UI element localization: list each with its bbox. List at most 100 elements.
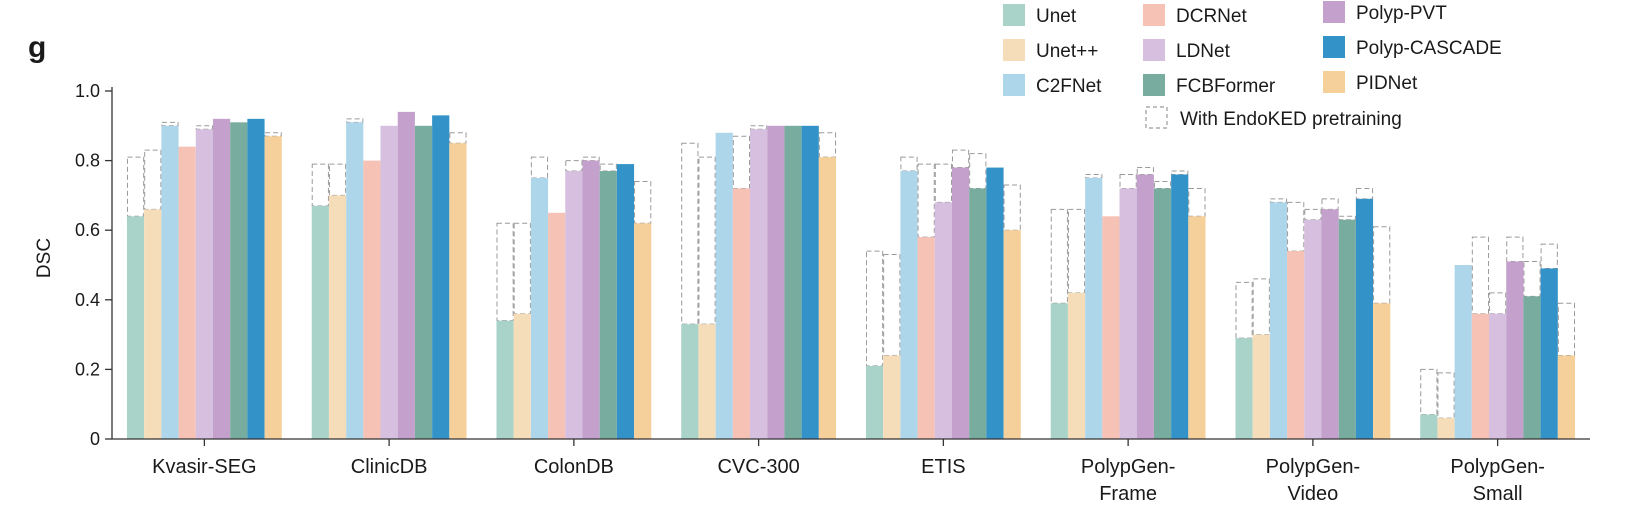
pretrain-bar: [681, 142, 699, 325]
pretrain-bar: [818, 132, 837, 158]
y-tick-label: 0.4: [75, 290, 100, 310]
legend-label: DCRNet: [1176, 6, 1247, 27]
legend-swatch: [1143, 74, 1165, 96]
bar: [346, 122, 364, 439]
pretrain-bar: [161, 121, 179, 127]
bar: [818, 157, 837, 439]
bar: [750, 129, 768, 439]
pretrain-bar: [1269, 198, 1288, 203]
pretrain-bar: [1067, 208, 1086, 294]
bar: [530, 178, 549, 439]
x-tick-label: ColonDB: [534, 456, 614, 478]
legend-swatch: [1323, 1, 1345, 23]
pretrain-bar: [1252, 278, 1270, 336]
bar: [380, 125, 398, 440]
bar: [212, 118, 231, 439]
bar: [432, 115, 450, 440]
pretrain-bar: [1119, 174, 1137, 189]
pretrain-bar: [634, 180, 652, 224]
bar: [230, 122, 248, 439]
bar: [865, 365, 884, 439]
bar: [917, 237, 935, 439]
pretrain-bar: [496, 222, 514, 322]
bar: [195, 129, 213, 439]
pretrain-bar: [1338, 215, 1356, 221]
pretrain-bar: [1557, 302, 1576, 356]
bar: [1489, 313, 1507, 439]
bar: [900, 171, 918, 440]
pretrain-bar: [1235, 281, 1253, 339]
pretrain-bar: [126, 156, 145, 217]
bar: [1119, 188, 1137, 439]
legend-swatch: [1003, 74, 1025, 96]
pretrain-bar: [1373, 226, 1391, 304]
pretrain-bar: [934, 163, 952, 203]
pretrain-bar: [565, 160, 583, 172]
bar: [1188, 216, 1206, 439]
legend-label: With EndoKED pretraining: [1180, 109, 1402, 130]
bar: [1321, 209, 1339, 439]
pretrain-bar: [1355, 187, 1374, 200]
pretrain-bar: [865, 250, 884, 367]
bar: [969, 188, 987, 439]
bar: [1338, 219, 1356, 439]
bar: [634, 223, 652, 439]
bar: [1085, 178, 1103, 439]
legend-label: Polyp-CASCADE: [1356, 38, 1502, 59]
pretrain-bar: [264, 132, 282, 137]
bar: [1471, 313, 1490, 439]
pretrain-bar: [969, 153, 987, 189]
pretrain-bar: [1471, 236, 1490, 315]
bar: [582, 160, 600, 439]
y-tick-label: 0.6: [75, 220, 100, 240]
bar: [883, 355, 901, 439]
bar: [178, 146, 196, 439]
pretrain-bar: [513, 222, 531, 315]
y-tick-label: 0.2: [75, 359, 100, 379]
x-tick-label: CVC-300: [717, 456, 799, 478]
bar: [1304, 219, 1322, 439]
bar: [126, 216, 145, 439]
bar: [264, 136, 282, 440]
pretrain-bar: [311, 163, 329, 207]
bar: [681, 324, 699, 439]
legend-swatch: [1003, 39, 1025, 61]
bar: [599, 171, 617, 440]
pretrain-bar: [951, 149, 970, 169]
pretrain-bar: [1420, 368, 1438, 416]
bar: [548, 212, 566, 439]
pretrain-bar: [530, 156, 549, 179]
x-tick-label: ClinicDB: [351, 456, 428, 478]
bar: [328, 195, 347, 439]
bar: [1540, 268, 1558, 439]
bar: [1102, 216, 1120, 439]
bar: [449, 143, 467, 439]
bar: [1506, 261, 1524, 439]
bar: [1269, 202, 1288, 439]
pretrain-bar: [732, 135, 751, 189]
x-tick-label: Kvasir-SEG: [152, 456, 256, 478]
x-tick-label: PolypGen-: [1450, 456, 1545, 478]
x-tick-label: Video: [1287, 483, 1338, 505]
y-tick-label: 0.8: [75, 151, 100, 171]
pretrain-bar: [449, 132, 467, 144]
bar: [1235, 338, 1253, 439]
pretrain-bar: [883, 254, 901, 356]
x-tick-label: Small: [1473, 483, 1523, 505]
pretrain-bar: [1304, 208, 1322, 221]
bar: [1373, 303, 1391, 439]
bar: [1153, 188, 1172, 439]
legend-swatch: [1003, 4, 1025, 26]
pretrain-bar: [1321, 198, 1339, 210]
bar: [951, 167, 970, 439]
bar: [698, 324, 716, 439]
bar: [397, 111, 415, 439]
pretrain-bar: [1437, 372, 1455, 419]
bar: [616, 164, 635, 439]
bar: [715, 132, 733, 439]
bar: [247, 118, 265, 439]
bar: [732, 188, 751, 439]
bar: [1557, 355, 1576, 439]
x-tick-label: PolypGen-: [1266, 456, 1361, 478]
x-tick-label: Frame: [1099, 483, 1157, 505]
